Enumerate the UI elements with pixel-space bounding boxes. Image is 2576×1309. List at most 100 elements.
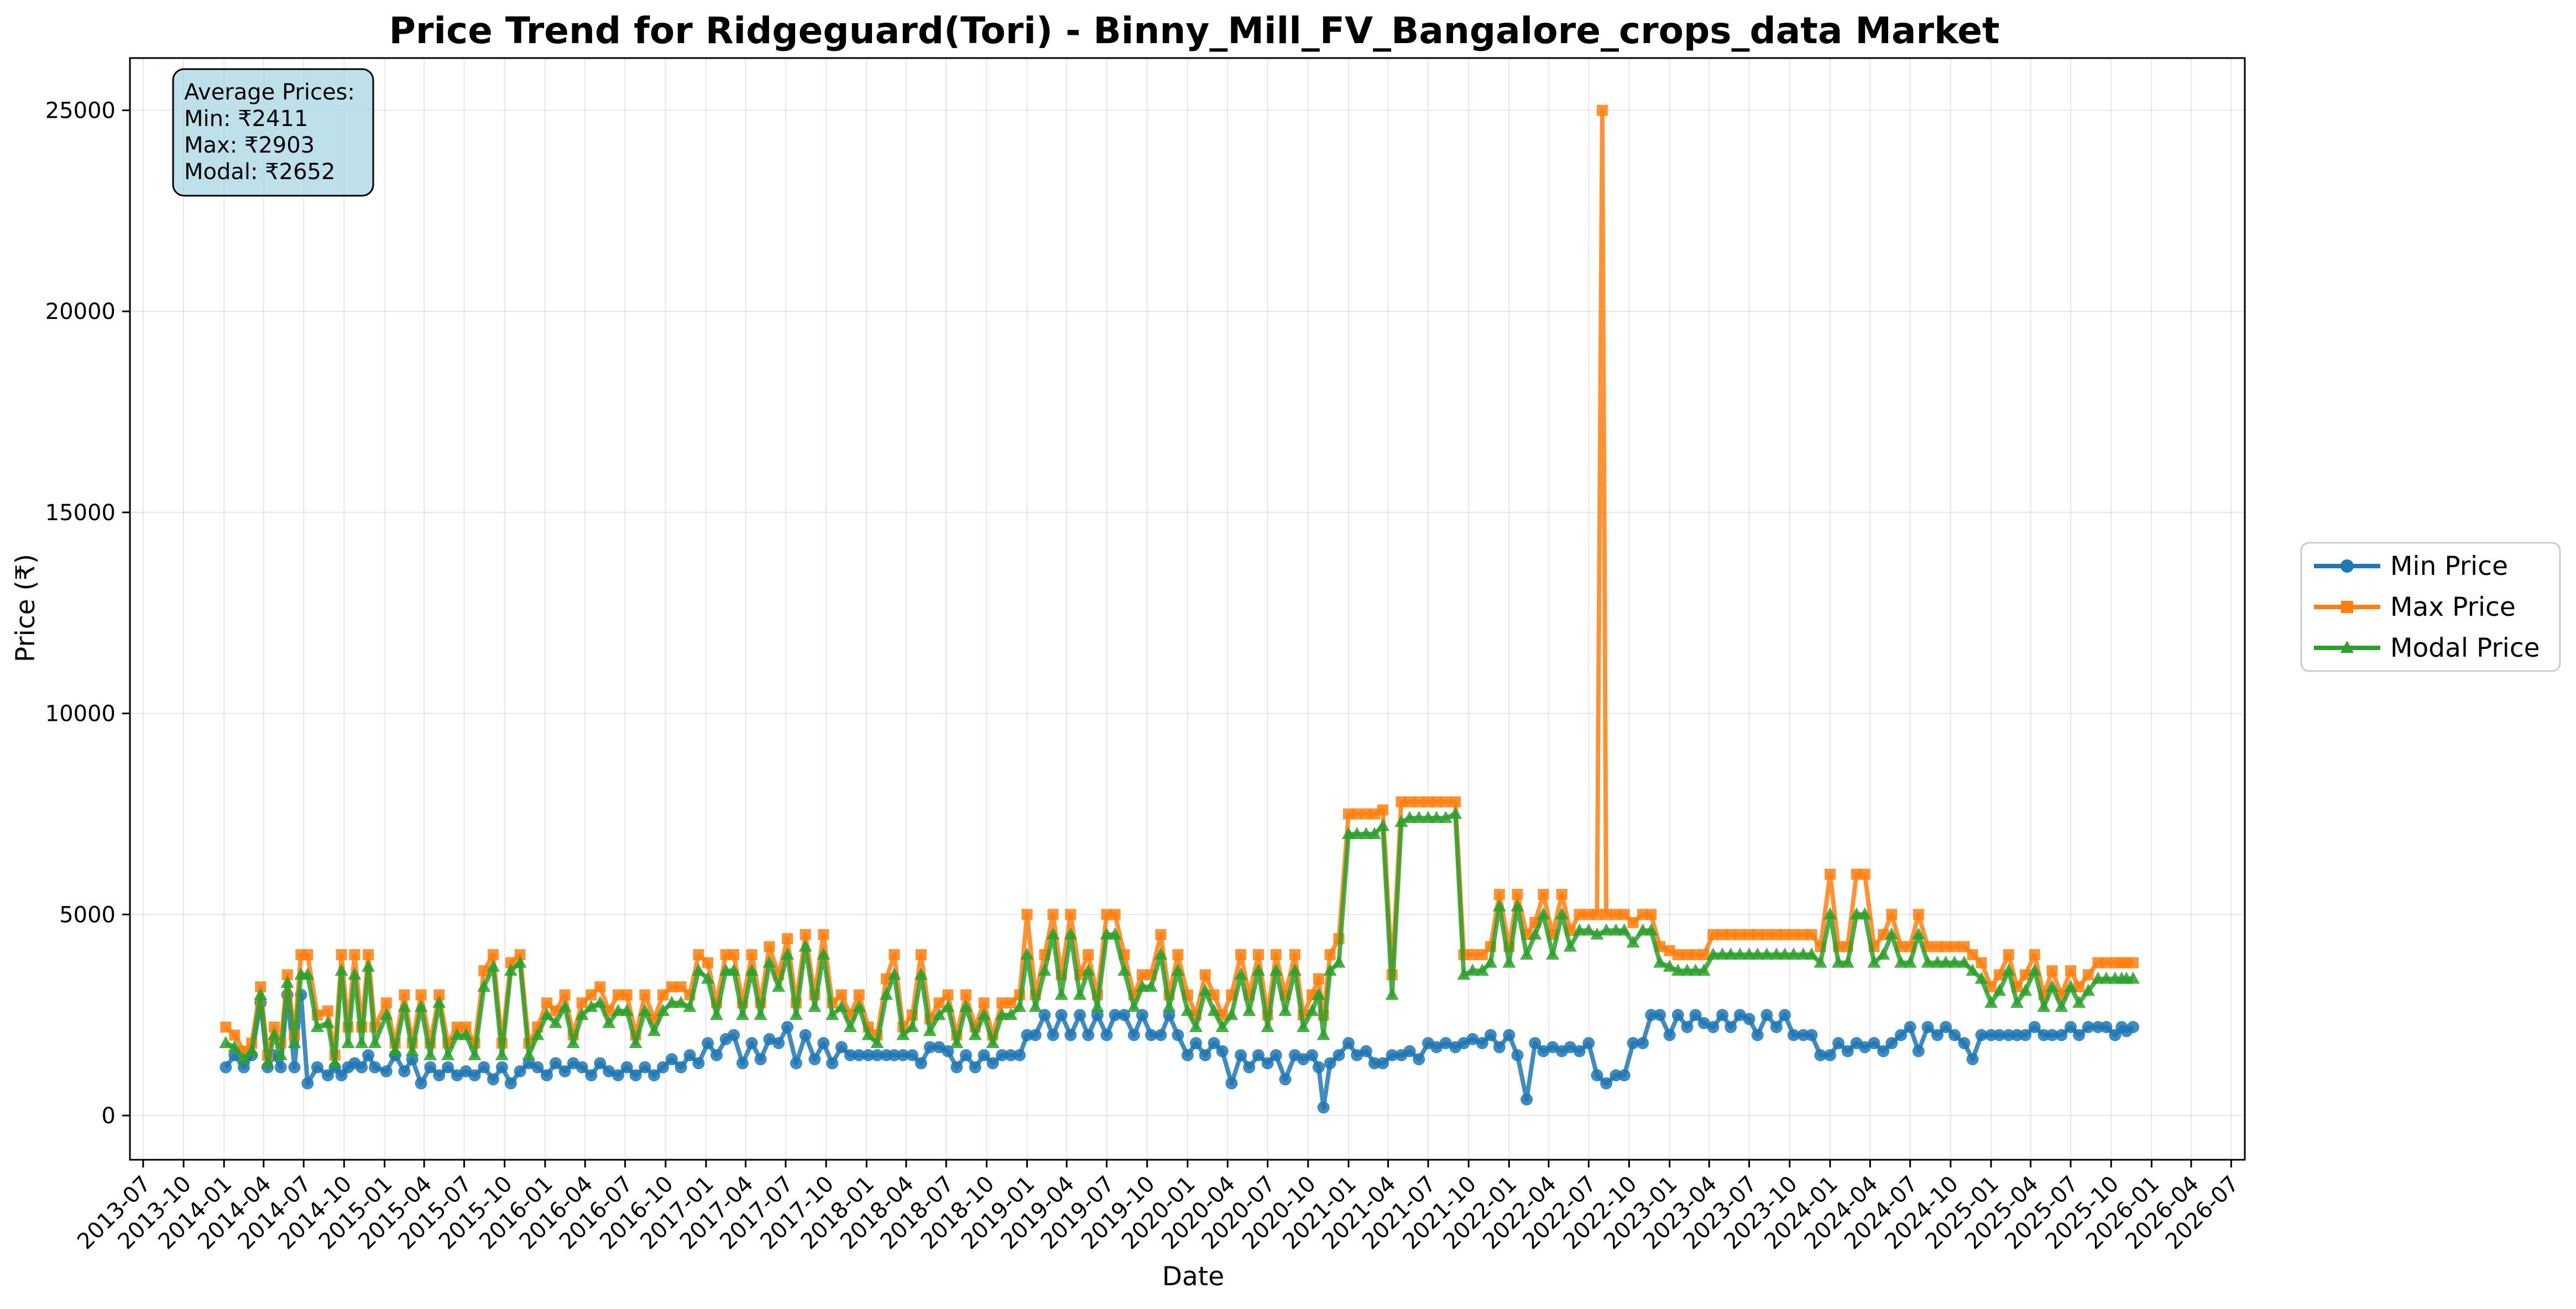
data-point-max xyxy=(1734,929,1746,940)
data-point-modal xyxy=(834,999,848,1012)
stats-modal: Modal: ₹2652 xyxy=(184,159,335,185)
data-point-min xyxy=(1136,1009,1148,1022)
data-point-modal xyxy=(1948,955,1962,968)
data-point-modal xyxy=(1716,947,1729,960)
data-point-modal xyxy=(1207,1003,1221,1016)
data-point-min xyxy=(1439,1037,1452,1050)
data-point-modal xyxy=(2019,983,2032,996)
data-point-max xyxy=(1377,804,1389,816)
data-point-modal xyxy=(405,1044,419,1056)
data-point-modal xyxy=(414,999,428,1012)
data-point-min xyxy=(433,1069,446,1082)
data-point-modal xyxy=(1778,947,1792,960)
data-point-modal xyxy=(288,1036,301,1049)
data-point-modal xyxy=(348,967,362,980)
data-point-min xyxy=(745,1037,758,1050)
data-point-modal xyxy=(459,1028,473,1040)
data-point-min xyxy=(844,1049,856,1061)
data-point-max xyxy=(1976,957,1987,968)
data-point-max xyxy=(380,997,392,1009)
data-point-min xyxy=(862,1049,875,1061)
data-point-max xyxy=(399,989,410,1001)
data-point-min xyxy=(415,1077,427,1090)
data-point-max xyxy=(612,989,624,1001)
data-point-modal xyxy=(245,1044,259,1056)
data-point-min xyxy=(1154,1029,1167,1041)
data-point-min xyxy=(1858,1041,1871,1054)
data-point-max xyxy=(1422,796,1434,808)
data-point-max xyxy=(1289,949,1300,961)
data-point-modal xyxy=(1394,815,1408,828)
data-point-min xyxy=(1760,1009,1773,1022)
data-point-min xyxy=(1770,1020,1783,1033)
data-point-modal xyxy=(1171,964,1185,976)
data-point-min xyxy=(1368,1057,1381,1070)
data-point-max xyxy=(1440,796,1451,808)
data-point-min xyxy=(1877,1045,1890,1057)
data-point-min xyxy=(1261,1057,1274,1070)
average-prices-box: Average Prices: Min: ₹2411 Max: ₹2903 Mo… xyxy=(172,68,374,197)
data-point-min xyxy=(1055,1009,1068,1022)
data-point-max xyxy=(2082,969,2094,981)
data-point-max xyxy=(942,989,954,1001)
data-point-min xyxy=(1430,1041,1443,1054)
data-point-min xyxy=(1279,1073,1292,1086)
data-point-modal xyxy=(1403,810,1417,823)
data-point-min xyxy=(1013,1049,1026,1061)
data-point-modal xyxy=(1020,947,1034,960)
data-point-min xyxy=(1252,1049,1265,1061)
data-point-modal xyxy=(1144,980,1158,992)
data-point-modal xyxy=(896,1028,910,1040)
data-point-modal xyxy=(745,964,759,976)
data-point-modal xyxy=(880,987,893,1000)
data-point-modal xyxy=(1439,810,1452,823)
data-point-min xyxy=(702,1037,714,1050)
data-point-max xyxy=(1627,917,1639,928)
data-point-max xyxy=(2046,965,2058,977)
data-point-min xyxy=(2082,1020,2094,1033)
data-point-modal xyxy=(1028,999,1042,1012)
data-point-modal xyxy=(638,1003,652,1016)
data-point-min xyxy=(1216,1045,1229,1057)
data-point-modal xyxy=(1966,964,1979,976)
data-point-min xyxy=(1386,1049,1398,1061)
data-point-max xyxy=(746,949,757,961)
data-point-min xyxy=(853,1049,865,1061)
data-point-modal xyxy=(2028,964,2041,976)
data-point-max xyxy=(889,949,900,961)
data-point-min xyxy=(1484,1029,1497,1041)
data-point-modal xyxy=(798,939,812,952)
data-point-max xyxy=(621,989,633,1001)
data-point-min xyxy=(1493,1041,1506,1054)
data-point-max xyxy=(1637,909,1649,920)
data-point-modal xyxy=(941,999,955,1012)
data-point-max xyxy=(1707,929,1719,940)
data-point-modal xyxy=(1921,955,1935,968)
data-point-min xyxy=(1573,1045,1586,1057)
data-point-max xyxy=(1235,949,1247,961)
data-point-modal xyxy=(1769,947,1783,960)
data-point-min xyxy=(478,1061,490,1074)
data-point-min xyxy=(1966,1053,1979,1066)
data-point-max xyxy=(1761,929,1773,940)
y-tick-label: 25000 xyxy=(45,98,116,124)
data-point-modal xyxy=(2099,971,2113,984)
data-point-min xyxy=(321,1069,334,1082)
data-point-modal xyxy=(355,1036,369,1049)
data-point-modal xyxy=(1162,999,1176,1012)
data-point-max xyxy=(1047,909,1059,920)
data-point-min xyxy=(1029,1029,1042,1041)
data-point-max xyxy=(1574,909,1585,920)
data-point-max xyxy=(675,981,687,993)
data-point-modal xyxy=(1796,947,1810,960)
data-point-modal xyxy=(1823,907,1837,920)
data-point-min xyxy=(1654,1009,1666,1022)
data-point-max xyxy=(302,949,313,961)
data-point-max xyxy=(1538,888,1549,900)
data-point-max xyxy=(1994,969,2005,981)
data-point-modal xyxy=(531,1028,545,1040)
data-point-max xyxy=(550,1005,561,1017)
data-point-min xyxy=(1324,1057,1336,1070)
data-point-modal xyxy=(1653,955,1667,968)
data-point-modal xyxy=(790,1008,803,1020)
